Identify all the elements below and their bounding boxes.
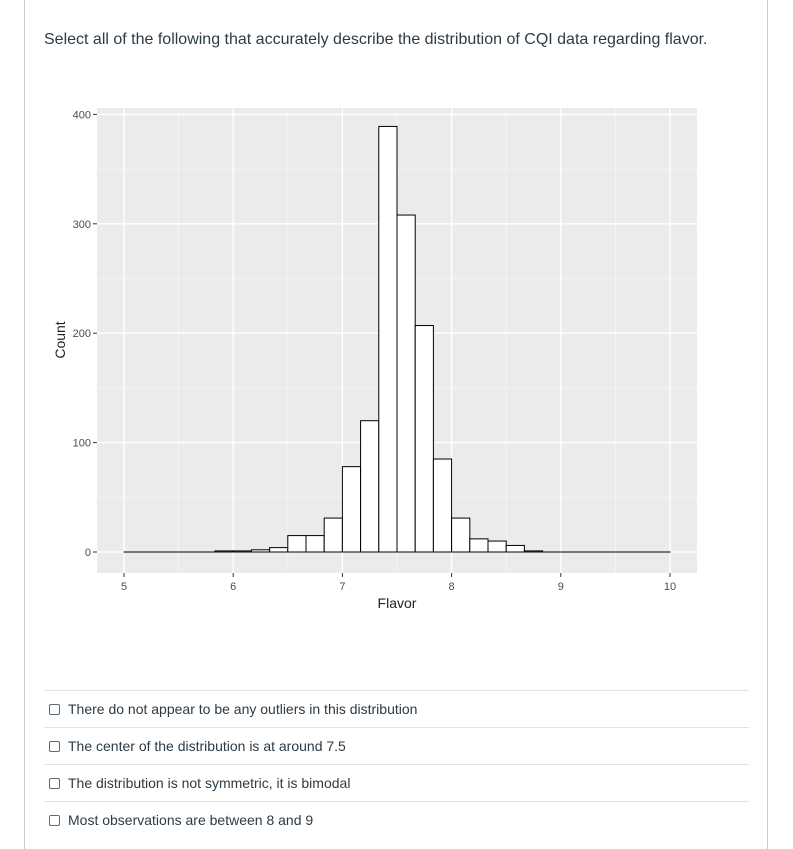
histogram-bar xyxy=(523,550,544,553)
histogram-bar xyxy=(323,517,343,553)
checkbox[interactable] xyxy=(49,777,60,789)
histogram-bar xyxy=(396,214,416,553)
x-tick-label: 9 xyxy=(558,581,564,593)
x-tick-label: 8 xyxy=(449,581,455,593)
y-axis-label: Count xyxy=(52,321,68,358)
question-text: Select all of the following that accurat… xyxy=(44,31,708,48)
histogram-bar xyxy=(469,538,489,553)
answer-option-center[interactable]: The center of the distribution is at aro… xyxy=(44,727,749,764)
histogram-bar xyxy=(305,535,325,553)
checkbox[interactable] xyxy=(49,814,60,826)
histogram-bar xyxy=(451,517,471,553)
x-axis-label: Flavor xyxy=(378,595,417,611)
x-tick-label: 7 xyxy=(339,581,345,593)
histogram-bar xyxy=(505,544,525,553)
answer-option-no-outliers[interactable]: There do not appear to be any outliers i… xyxy=(44,690,749,727)
histogram-bar xyxy=(487,540,507,553)
flavor-histogram: 0 100 200 300 400 5 6 7 8 9 10 Flavor Count xyxy=(52,108,697,611)
answer-label: Most observations are between 8 and 9 xyxy=(68,812,314,828)
y-tick-label: 300 xyxy=(73,219,91,231)
y-tick-label: 400 xyxy=(73,109,91,121)
checkbox[interactable] xyxy=(49,703,60,715)
answer-option-between-8-and-9[interactable]: Most observations are between 8 and 9 xyxy=(44,801,749,838)
y-tick-label: 200 xyxy=(73,328,91,340)
histogram-bar xyxy=(432,458,453,553)
histogram-bar xyxy=(232,550,252,553)
histogram-bar xyxy=(214,550,234,553)
histogram-bar xyxy=(414,325,434,553)
y-tick-label: 100 xyxy=(73,438,91,450)
histogram-bar xyxy=(250,549,271,553)
answer-label: The center of the distribution is at aro… xyxy=(68,738,346,754)
answer-label: There do not appear to be any outliers i… xyxy=(68,701,418,717)
histogram-bar xyxy=(341,466,362,553)
histogram-bar xyxy=(287,535,307,553)
x-tick-label: 6 xyxy=(230,581,236,593)
histogram-bar xyxy=(378,125,398,553)
answer-list: There do not appear to be any outliers i… xyxy=(44,690,749,838)
answer-label: The distribution is not symmetric, it is… xyxy=(68,775,351,791)
answer-option-bimodal[interactable]: The distribution is not symmetric, it is… xyxy=(44,764,749,801)
x-tick-label: 10 xyxy=(664,581,676,593)
histogram-bar xyxy=(360,420,380,553)
quiz-card xyxy=(24,0,768,849)
histogram-bar xyxy=(269,547,289,553)
x-tick-label: 5 xyxy=(121,581,127,593)
checkbox[interactable] xyxy=(49,740,60,752)
y-tick-label: 0 xyxy=(85,547,91,559)
